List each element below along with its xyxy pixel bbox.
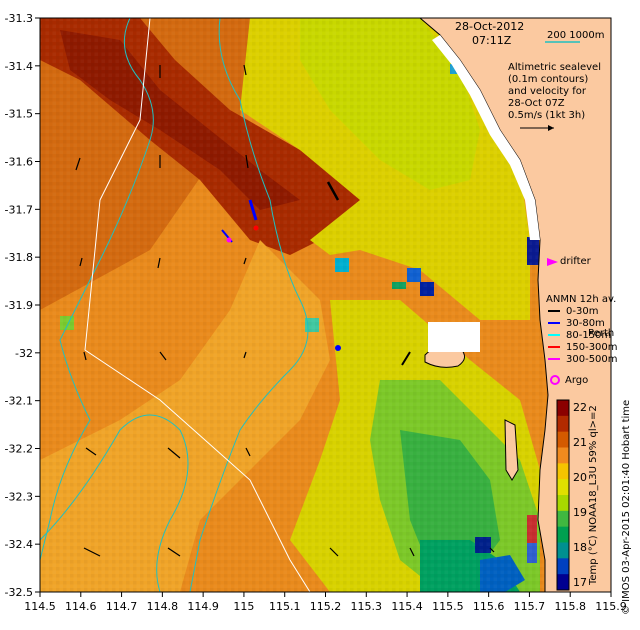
y-axis: -31.3 -31.4 -31.5 -31.6 -31.7 -31.8 -31.9 -32 -3… bbox=[5, 12, 40, 599]
anmn-mooring bbox=[335, 345, 341, 351]
colorbar-tick-label: 20 bbox=[573, 471, 587, 484]
no-data-rottnest bbox=[428, 322, 480, 352]
y-tick-label: -31.4 bbox=[5, 60, 33, 73]
x-tick-label: 114.5 bbox=[24, 600, 56, 613]
x-tick-label: 115.5 bbox=[432, 600, 464, 613]
bathy-legend-label: 200 1000m bbox=[547, 30, 604, 41]
anmn-arrow-30-80 bbox=[248, 199, 258, 221]
colorbar-tick-label: 17 bbox=[573, 576, 587, 589]
x-tick-label: 115.9 bbox=[595, 600, 627, 613]
colorbar bbox=[557, 400, 569, 591]
x-tick-label: 115 bbox=[233, 600, 254, 613]
x-tick-label: 114.8 bbox=[147, 600, 179, 613]
y-tick-label: -31.3 bbox=[5, 12, 33, 25]
x-tick-label: 115.8 bbox=[554, 600, 586, 613]
colorbar-title: Temp (°C) NOAA18_L3U 59% ql>=2 bbox=[588, 405, 599, 586]
altimetry-line-3: and velocity for bbox=[508, 86, 587, 97]
anmn-mooring-magenta bbox=[226, 237, 232, 243]
colorbar-segment bbox=[557, 574, 569, 591]
y-tick-label: -32.2 bbox=[5, 443, 33, 456]
x-tick-label: 115.4 bbox=[391, 600, 423, 613]
colorbar-segment bbox=[557, 542, 569, 559]
colorbar-segment bbox=[557, 447, 569, 464]
sst-field bbox=[40, 18, 611, 592]
altimetry-line-2: (0.1m contours) bbox=[508, 74, 588, 85]
altimetry-line-5: 0.5m/s (1kt 3h) bbox=[508, 110, 585, 121]
bathy-1000m bbox=[84, 18, 311, 592]
y-tick-label: -32.3 bbox=[5, 490, 33, 503]
y-tick-label: -31.5 bbox=[5, 108, 33, 121]
altimetry-line-4: 28-Oct 07Z bbox=[508, 98, 565, 109]
altimetry-line-1: Altimetric sealevel bbox=[508, 62, 601, 73]
anmn-title: ANMN 12h av. bbox=[546, 294, 616, 305]
colorbar-segment bbox=[557, 415, 569, 433]
y-tick-label: -31.8 bbox=[5, 251, 33, 264]
colorbar-segment bbox=[557, 463, 569, 480]
x-axis: 114.5 114.6 114.7 114.8 114.9 115 115.1 115.2 11… bbox=[24, 592, 627, 613]
header-time: 07:11Z bbox=[472, 34, 512, 47]
colorbar-tick-label: 22 bbox=[573, 401, 587, 414]
bathy-200m-outer bbox=[40, 18, 154, 561]
colorbar-frame bbox=[556, 399, 570, 591]
x-tick-label: 115.1 bbox=[269, 600, 301, 613]
altimetry-arrowhead-icon bbox=[548, 125, 554, 131]
colorbar-tick-label: 19 bbox=[573, 506, 587, 519]
colorbar-segment bbox=[557, 510, 569, 528]
anmn-legend-label: 80-150m bbox=[566, 330, 611, 341]
colorbar-segment bbox=[557, 400, 569, 417]
anmn-mooring-red bbox=[253, 225, 259, 231]
argo-label: Argo bbox=[565, 375, 588, 386]
header-date: 28-Oct-2012 bbox=[455, 20, 524, 33]
credit-text: © IMOS 03-Apr-2015 02:01:40 Hobart time bbox=[621, 400, 632, 615]
x-tick-label: 115.7 bbox=[514, 600, 546, 613]
y-tick-label: -31.6 bbox=[5, 156, 33, 169]
colorbar-ticks: 22 21 20 19 18 17 bbox=[573, 401, 587, 589]
colorbar-tick-label: 21 bbox=[573, 436, 587, 449]
colorbar-segment bbox=[557, 526, 569, 543]
garden-island bbox=[504, 419, 519, 481]
bathy-200m-south bbox=[40, 414, 189, 592]
perth-label: Perth bbox=[588, 328, 614, 339]
bathy-200m-shelf bbox=[189, 18, 309, 592]
y-tick-label: -32.5 bbox=[5, 586, 33, 599]
x-tick-label: 114.6 bbox=[65, 600, 97, 613]
colorbar-segment bbox=[557, 431, 569, 448]
anmn-legend-label: 0-30m bbox=[566, 306, 598, 317]
x-tick-label: 114.9 bbox=[187, 600, 219, 613]
argo-marker-icon bbox=[550, 375, 560, 385]
anmn-legend-label: 30-80m bbox=[566, 318, 605, 329]
colorbar-segment bbox=[557, 479, 569, 496]
anmn-legend-label: 300-500m bbox=[566, 354, 618, 365]
y-tick-label: -31.7 bbox=[5, 203, 33, 216]
y-tick-label: -32.1 bbox=[5, 395, 33, 408]
x-tick-label: 115.2 bbox=[310, 600, 342, 613]
drifter-label: drifter bbox=[560, 256, 592, 267]
y-tick-label: -31.9 bbox=[5, 299, 33, 312]
colorbar-tick-label: 18 bbox=[573, 541, 587, 554]
y-tick-label: -32 bbox=[15, 347, 33, 360]
colorbar-segment bbox=[557, 495, 569, 512]
x-tick-label: 115.3 bbox=[351, 600, 383, 613]
anmn-legend-label: 150-300m bbox=[566, 342, 618, 353]
y-tick-label: -32.4 bbox=[5, 538, 33, 551]
velocity-arrows bbox=[75, 64, 495, 557]
drifter-marker-icon bbox=[547, 258, 558, 266]
x-tick-label: 115.6 bbox=[473, 600, 505, 613]
no-data-coast bbox=[432, 35, 540, 240]
colorbar-segment bbox=[557, 558, 569, 575]
x-tick-label: 114.7 bbox=[106, 600, 138, 613]
